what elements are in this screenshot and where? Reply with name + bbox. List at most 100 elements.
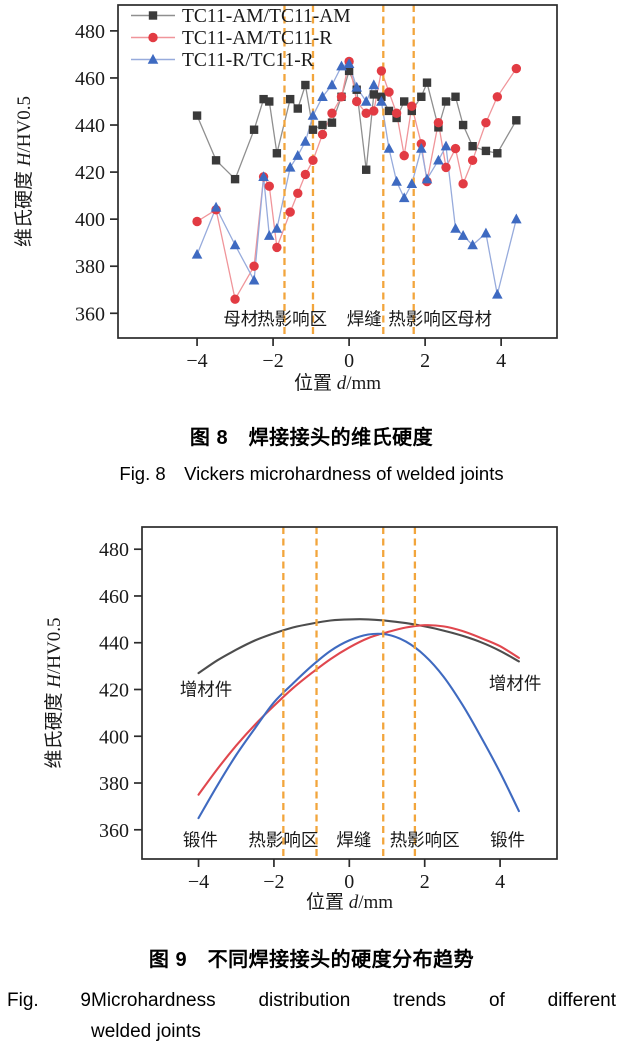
circle-marker (148, 32, 158, 43)
triangle-marker (416, 142, 427, 153)
zone-label: 热影响区 (257, 309, 327, 329)
triangle-marker (300, 135, 311, 146)
circle-marker (361, 108, 371, 118)
triangle-marker (511, 213, 522, 224)
series-markers-tc11r-tc11r (191, 58, 522, 299)
y-tick-label: 380 (99, 773, 129, 795)
y-axis-label: 维氏硬度 H/HV0.5 (13, 96, 35, 247)
y-tick-label: 440 (75, 115, 105, 137)
y-tick-label: 480 (99, 539, 129, 561)
fig9-caption-en: Fig. 9Microhardness distribution trends … (7, 985, 616, 1047)
triangle-marker (326, 79, 338, 90)
zone-label: 母材 (457, 309, 492, 329)
circle-marker (336, 92, 347, 102)
circle-marker (481, 117, 491, 128)
legend-label: TC11-AM/TC11-AM (182, 6, 351, 27)
triangle-marker (229, 239, 241, 250)
x-tick-label: 4 (496, 350, 506, 372)
series-line-trend-blue (197, 632, 520, 820)
triangle-marker (376, 95, 387, 106)
triangle-marker (343, 58, 355, 69)
x-tick-label: −2 (263, 871, 284, 893)
triangle-marker (391, 175, 402, 186)
circle-marker (369, 106, 379, 116)
fig9-chart: 360 380 400 420 440 460 480 −4 −2 0 2 4 锻件 热影响区 焊缝 热影响区… (0, 510, 623, 922)
y-tick-label: 460 (75, 68, 105, 90)
y-tick-label: 420 (99, 679, 129, 701)
triangle-marker (248, 274, 260, 285)
triangle-marker (351, 81, 362, 92)
series-line-trend-black (197, 618, 520, 675)
triangle-marker (433, 154, 444, 165)
y-tick-label: 400 (99, 726, 129, 748)
zone-label: 热影响区 (248, 830, 318, 850)
y-tick-label: 440 (99, 633, 129, 655)
legend-marker (148, 11, 158, 20)
x-axis-label: 位置 d/mm (294, 372, 381, 394)
curve-label: 增材件 (180, 679, 233, 699)
zone-label: 焊缝 (347, 309, 382, 329)
square-marker (192, 111, 202, 120)
triangle-marker (368, 79, 380, 90)
triangle-marker (457, 230, 469, 240)
x-tick-label: 2 (420, 350, 430, 372)
square-marker (481, 146, 491, 156)
triangle-marker (406, 178, 418, 189)
circle-marker (433, 117, 444, 128)
triangle-marker (271, 222, 283, 233)
square-marker (422, 78, 432, 87)
fig9-caption-en-line2: welded joints (91, 1021, 201, 1042)
triangle-marker (317, 91, 328, 101)
circle-marker (192, 216, 202, 227)
square-marker (468, 142, 477, 151)
y-tick-label: 360 (99, 820, 129, 842)
fig8-chart: 360 380 400 420 440 460 480 −4 −2 0 2 4 母材 热影响区 焊缝 热影响区… (0, 0, 623, 400)
x-tick-label: −4 (186, 350, 207, 372)
circle-marker (308, 155, 318, 166)
square-marker (230, 174, 240, 184)
zone-label: 热影响区 (388, 309, 458, 329)
triangle-marker (492, 288, 503, 299)
circle-marker (407, 101, 417, 111)
square-marker (293, 104, 302, 113)
triangle-marker (480, 227, 492, 238)
fig9-svg: 360 380 400 420 440 460 480 −4 −2 0 2 4 锻件 热影响区 焊缝 热影响区… (43, 526, 558, 913)
square-marker (249, 125, 259, 134)
square-marker (318, 120, 327, 130)
square-marker (308, 125, 318, 134)
triangle-marker (284, 161, 296, 172)
square-marker (285, 94, 295, 104)
y-tick-label: 460 (99, 586, 129, 608)
triangle-marker (191, 248, 203, 259)
square-marker (451, 92, 460, 101)
square-marker (344, 66, 354, 76)
legend-marker (147, 53, 159, 64)
x-tick-label: −4 (188, 871, 209, 893)
x-tick-label: −2 (262, 350, 283, 372)
legend-label: TC11-R/TC11-R (182, 50, 314, 71)
curve-label: 增材件 (489, 674, 542, 694)
y-tick-label: 380 (75, 256, 105, 278)
zone-label: 母材 (223, 309, 258, 329)
circle-marker (272, 242, 282, 253)
square-marker (493, 149, 502, 158)
square-marker (369, 90, 378, 99)
triangle-marker (398, 192, 410, 203)
square-marker (259, 94, 268, 104)
triangle-marker (440, 140, 452, 151)
x-tick-label: 0 (344, 350, 354, 372)
circle-marker (230, 294, 240, 304)
square-marker (434, 123, 443, 132)
y-tick-label: 480 (75, 21, 105, 43)
square-marker (400, 97, 409, 106)
circle-marker (300, 169, 311, 180)
circle-marker (285, 207, 295, 217)
zone-label: 锻件 (183, 830, 218, 850)
zone-label: 热影响区 (390, 830, 460, 850)
circle-marker (384, 87, 394, 97)
y-tick-label: 420 (75, 162, 105, 184)
circle-marker (441, 162, 451, 173)
circle-marker (391, 108, 402, 118)
x-axis-label: 位置 d/mm (306, 891, 393, 913)
